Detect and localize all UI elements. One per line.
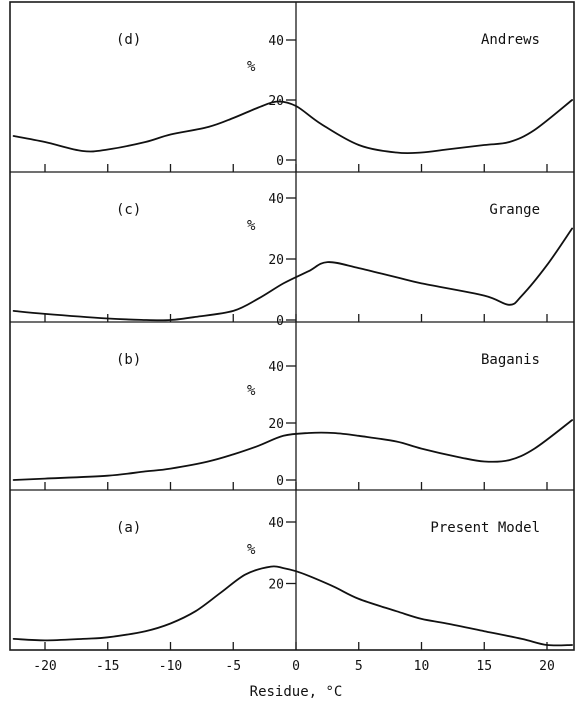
y-tick-label: 40 bbox=[268, 34, 284, 49]
y-axis-label: % bbox=[247, 59, 256, 75]
x-axis: -20 -15 -10 -5 0 5 10 15 20 Residue, °C bbox=[33, 659, 555, 700]
x-tick-label: -20 bbox=[33, 659, 56, 674]
y-axis-label: % bbox=[247, 542, 256, 558]
panel-label: (b) bbox=[116, 352, 141, 368]
x-tick-label: 20 bbox=[539, 659, 555, 674]
series-line bbox=[12, 227, 573, 322]
y-tick-label: 20 bbox=[268, 253, 284, 268]
series-line bbox=[12, 99, 573, 155]
x-tick-label: -5 bbox=[225, 659, 241, 674]
panel-b: 0 20 40% (b) Baganis bbox=[10, 322, 574, 491]
x-tick-label: 10 bbox=[414, 659, 430, 674]
x-tick-label: 0 bbox=[292, 659, 300, 674]
series-line bbox=[12, 419, 573, 481]
series-label: Grange bbox=[489, 202, 540, 218]
panel-label: (c) bbox=[116, 202, 141, 218]
y-tick-label: 40 bbox=[268, 516, 284, 531]
y-axis-label: % bbox=[247, 383, 256, 399]
panel-label: (d) bbox=[116, 32, 141, 48]
plot-frame bbox=[9, 1, 575, 651]
y-tick-label: 0 bbox=[276, 154, 284, 169]
y-tick-label: 20 bbox=[268, 417, 284, 432]
x-axis-title: Residue, °C bbox=[250, 684, 343, 700]
panel-c: 0 20 40% (c) Grange bbox=[10, 172, 574, 329]
series-label: Andrews bbox=[481, 32, 540, 48]
series-line bbox=[12, 565, 573, 647]
x-tick-label: 15 bbox=[476, 659, 492, 674]
y-tick-label: 0 bbox=[276, 314, 284, 329]
x-tick-label: -10 bbox=[159, 659, 182, 674]
y-tick-label: 40 bbox=[268, 192, 284, 207]
y-tick-label: 0 bbox=[276, 474, 284, 489]
series-label: Baganis bbox=[481, 352, 540, 368]
y-axis-label: % bbox=[247, 218, 256, 234]
x-tick-label: -15 bbox=[96, 659, 119, 674]
panel-label: (a) bbox=[116, 520, 141, 536]
y-tick-label: 40 bbox=[268, 360, 284, 375]
y-tick-label: 20 bbox=[268, 578, 284, 593]
x-tick-label: 5 bbox=[355, 659, 363, 674]
series-label: Present Model bbox=[430, 520, 540, 536]
panel-a: 20 40% (a) Present Model bbox=[12, 490, 573, 650]
